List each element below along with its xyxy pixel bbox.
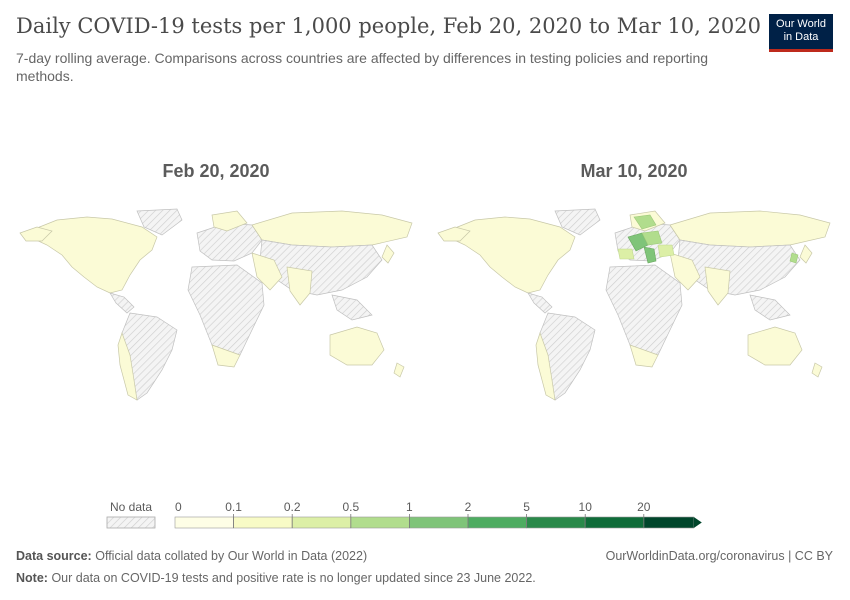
footer-url[interactable]: OurWorldinData.org/coronavirus | CC BY: [605, 549, 833, 563]
legend-bin-swatch: [584, 516, 645, 529]
spain-tested: [617, 248, 635, 260]
legend-bin-label: 20: [637, 500, 651, 514]
legend-bin-swatch: [350, 516, 410, 529]
map-date-right: Mar 10, 2020: [580, 161, 688, 181]
legend-bin-label: 1: [406, 500, 413, 514]
source-label: Data source:: [16, 549, 92, 563]
logo-line-1: Our World: [776, 18, 826, 30]
balkans-tested: [657, 244, 675, 258]
map-date-left: Feb 20, 2020: [162, 161, 270, 181]
legend-bin-label: 0.2: [284, 500, 301, 514]
legend-bin-label: 0: [175, 500, 182, 514]
color-legend: No data 0 0.1 0.2 0.5 1 2 5 10 20: [106, 500, 702, 529]
owid-logo[interactable]: Our World in Data: [769, 14, 833, 52]
footer-source: Data source: Official data collated by O…: [16, 549, 367, 563]
legend-bin-swatch: [409, 516, 469, 529]
south-korea-tested: [789, 252, 799, 264]
legend-bin-label: 0.5: [342, 500, 359, 514]
legend-bin-swatch: [233, 516, 293, 529]
footer-note: Note: Our data on COVID-19 tests and pos…: [16, 571, 536, 585]
legend-no-data-swatch: [106, 516, 156, 529]
legend-bin-label: 2: [465, 500, 472, 514]
source-text: Official data collated by Our World in D…: [95, 549, 368, 563]
world-map-feb-20[interactable]: [12, 205, 432, 405]
note-text: Our data on COVID-19 tests and positive …: [51, 571, 536, 585]
world-map-mar-10[interactable]: [430, 205, 850, 405]
legend-bin-swatch: [467, 516, 527, 529]
scandinavia-tested: [633, 214, 657, 230]
italy-tested: [643, 246, 657, 264]
legend-bin-label: 0.1: [225, 500, 242, 514]
legend-bin-swatch: [526, 516, 586, 529]
legend-arrow: [693, 517, 702, 528]
legend-bin-swatch: [174, 516, 234, 529]
legend-bin-swatch: [291, 516, 352, 529]
legend-bin-label: 10: [579, 500, 593, 514]
europe-tested-mid: [641, 230, 663, 246]
legend-bin-label: 5: [523, 500, 530, 514]
logo-line-2: in Data: [783, 31, 819, 43]
chart-title: Daily COVID-19 tests per 1,000 people, F…: [16, 14, 761, 38]
note-label: Note:: [16, 571, 48, 585]
legend-bin-swatch: [643, 516, 695, 529]
legend-no-data-label: No data: [110, 500, 152, 514]
chart-subtitle: 7-day rolling average. Comparisons acros…: [16, 50, 709, 84]
